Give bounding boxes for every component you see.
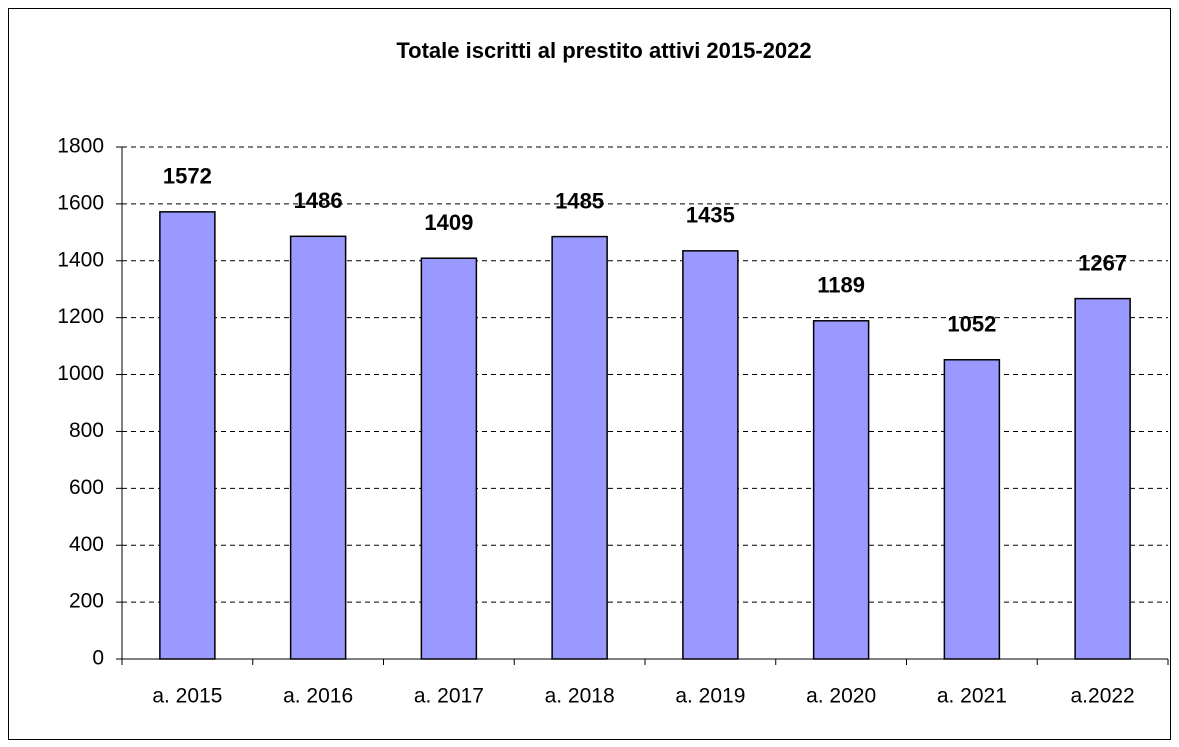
value-label: 1435 — [686, 203, 735, 228]
value-label: 1485 — [555, 188, 604, 213]
x-tick-label: a. 2021 — [937, 685, 1007, 708]
chart-title: Totale iscritti al prestito attivi 2015-… — [396, 38, 811, 63]
value-label: 1267 — [1078, 250, 1127, 275]
y-tick-label: 1200 — [57, 305, 104, 328]
y-tick-label: 400 — [69, 533, 104, 556]
x-tick-label: a. 2015 — [152, 685, 222, 708]
y-tick-label: 1800 — [57, 135, 104, 158]
x-tick-label: a. 2019 — [675, 685, 745, 708]
y-tick-label: 1000 — [57, 362, 104, 385]
bar — [1074, 297, 1131, 660]
y-tick-label: 200 — [69, 590, 104, 613]
value-label: 1486 — [294, 188, 343, 213]
bar — [551, 235, 608, 660]
value-label: 1409 — [424, 210, 473, 235]
y-tick-label: 600 — [69, 476, 104, 499]
x-tick-label: a. 2016 — [283, 685, 353, 708]
bar — [682, 250, 739, 660]
x-tick-label: a. 2018 — [545, 685, 615, 708]
x-tick-label: a. 2020 — [806, 685, 876, 708]
bar — [420, 257, 478, 660]
bar — [289, 235, 347, 660]
bar — [159, 211, 216, 660]
y-tick-label: 800 — [69, 419, 104, 442]
x-tick-label: a.2022 — [1071, 685, 1135, 708]
y-tick-label: 1600 — [57, 191, 104, 214]
bar — [943, 359, 1001, 660]
value-label: 1189 — [817, 273, 865, 298]
y-tick-label: 0 — [92, 647, 104, 670]
x-tick-label: a. 2017 — [414, 685, 484, 708]
bar — [812, 320, 870, 660]
value-label: 1052 — [947, 312, 996, 337]
value-label: 1572 — [163, 164, 212, 189]
y-tick-label: 1400 — [57, 248, 104, 271]
